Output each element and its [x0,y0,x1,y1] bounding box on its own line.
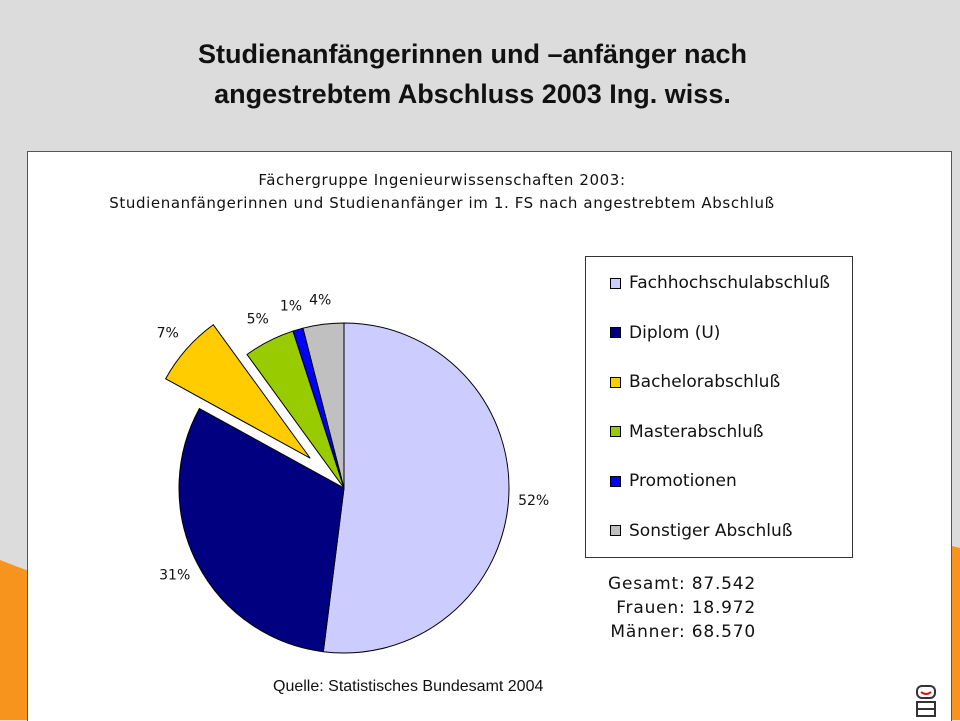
legend-label-1: Diplom (U) [629,322,721,343]
pie-slice-1 [178,407,345,653]
legend-swatch-3 [610,426,621,437]
slide-title-line-2: angestrebtem Abschluss 2003 Ing. wiss. [214,79,731,109]
legend-swatch-4 [610,475,621,487]
legend-swatch-5 [610,525,621,536]
pie-slice-5 [302,322,345,489]
chart-title-line-1: Fächergruppe Ingenieurwissenschaften 200… [258,171,626,189]
legend-label-4: Promotionen [629,471,737,491]
footer-copyright: © 2003 | Frauen geben Technik neue Impul… [688,699,932,711]
pie-slice-label-0: 52% [518,493,549,509]
legend-label-2: Bachelorabschluß [629,372,781,392]
pie-slice-label-5: 4% [309,292,331,308]
pie-slice-label-3: 5% [247,312,269,328]
legend-swatch-0 [610,277,621,289]
total-men: Männer: 68.570 [610,622,756,642]
chart-area: Fächergruppe Ingenieurwissenschaften 200… [27,151,952,721]
chart-title: Fächergruppe Ingenieurwissenschaften 200… [28,169,856,215]
source-note: Quelle: Statistisches Bundesamt 2004 [273,678,544,695]
pie-slice-label-2: 7% [157,326,179,342]
legend-item-2: Bachelorabschluß [610,370,780,394]
pie-slice-label-1: 31% [159,567,190,583]
legend-label-5: Sonstiger Abschluß [629,520,793,541]
pie-slice-label-4: 1% [280,299,302,315]
slide-title-line-1: Studienanfängerinnen und –anfänger nach [197,39,748,69]
chart-legend: Fachhochschulabschluß Diplom (U) Bachelora… [585,256,853,558]
legend-label-0: Fachhochschulabschluß [629,273,830,293]
legend-item-5: Sonstiger Abschluß [610,519,792,543]
total-women: Frauen: 18.972 [616,598,756,618]
legend-item-4: Promotionen [610,469,737,493]
legend-item-1: Diplom (U) [610,321,720,345]
legend-swatch-1 [610,327,621,338]
pie-chart: 52% 31% 7% 5% 1% 4% [157,292,549,654]
legend-item-3: Masterabschluß [610,420,763,444]
total-overall: Gesamt: 87.542 [608,574,756,594]
legend-item-0: Fachhochschulabschluß [610,271,830,295]
slide-title: Studienanfängerinnen und –anfänger nach … [0,34,945,114]
pie-slice-0 [322,322,510,654]
totals-block: Gesamt: 87.542 Frauen: 18.972 Männer: 68… [588,572,756,644]
legend-label-3: Masterabschluß [629,421,764,442]
legend-swatch-2 [610,376,621,388]
chart-title-line-2: Studienanfängerinnen und Studienanfänger… [109,194,775,212]
pie-slice-2 [164,324,311,459]
organization-logo-icon [916,685,936,717]
